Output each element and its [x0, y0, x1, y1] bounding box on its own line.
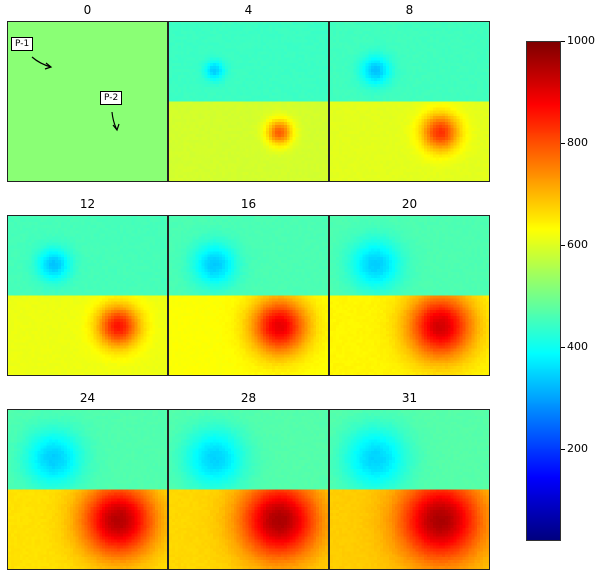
- heatmap-panel-31: [329, 409, 490, 570]
- arrow-p1: [31, 56, 52, 68]
- heatmap-cells: [330, 22, 489, 181]
- colorbar-tick-label: 200: [567, 442, 588, 456]
- colorbar-tick-label: 600: [567, 238, 588, 252]
- heatmap-cells: [169, 410, 328, 569]
- panel-title: 16: [240, 197, 257, 211]
- heatmap-panel-16: [168, 215, 329, 376]
- panel-title: 28: [240, 391, 257, 405]
- panel-title: 12: [79, 197, 96, 211]
- colorbar-tick-mark: [561, 245, 565, 247]
- annotation-p2: P-2: [100, 91, 123, 105]
- heatmap-panel-20: [329, 215, 490, 376]
- colorbar-tick-label: 400: [567, 340, 588, 354]
- heatmap-cells: [169, 22, 328, 181]
- panel-title: 0: [83, 3, 92, 17]
- heatmap-panel-8: [329, 21, 490, 182]
- heatmap-panel-0: [7, 21, 168, 182]
- arrowhead-p2: [112, 123, 120, 132]
- panel-title: 8: [405, 3, 414, 17]
- heatmap-panel-12: [7, 215, 168, 376]
- arrowhead-p1: [44, 62, 53, 70]
- panel-title: 31: [401, 391, 418, 405]
- colorbar-tick-mark: [561, 41, 565, 42]
- colorbar-tick-mark: [561, 347, 565, 349]
- panel-title: 4: [244, 3, 253, 17]
- colorbar-tick-label: 800: [567, 136, 588, 150]
- colorbar-tick-label: 1000: [567, 34, 595, 47]
- heatmap-cells: [330, 410, 489, 569]
- heatmap-cells: [8, 410, 167, 569]
- heatmap-cells: [8, 216, 167, 375]
- annotation-p1: P-1: [11, 37, 34, 51]
- heatmap-cells: [169, 216, 328, 375]
- heatmap-cells: [8, 22, 167, 181]
- heatmap-cells: [330, 216, 489, 375]
- colorbar-tick-mark: [561, 143, 565, 145]
- heatmap-panel-24: [7, 409, 168, 570]
- heatmap-panel-4: [168, 21, 329, 182]
- heatmap-panel-28: [168, 409, 329, 570]
- colorbar-tick-mark: [561, 449, 565, 451]
- panel-title: 24: [79, 391, 96, 405]
- colorbar: [526, 41, 561, 541]
- panel-title: 20: [401, 197, 418, 211]
